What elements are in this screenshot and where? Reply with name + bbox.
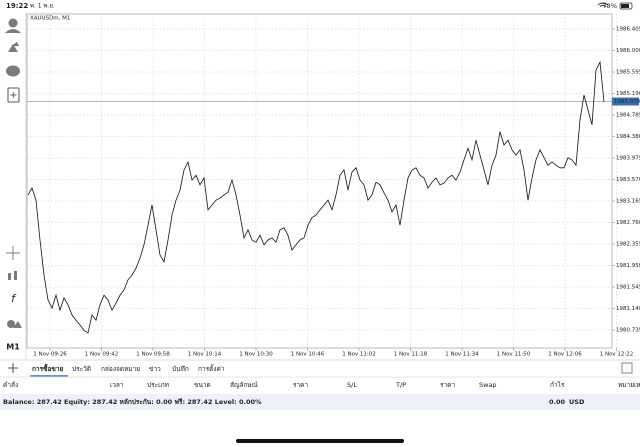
y-tick-label: 1982.355 [616,242,640,248]
tab[interactable]: กล่องจดหมาย [101,365,140,373]
x-tick-label: 1 Nov 09:58 [136,352,170,358]
summary-profit: 0.00 [549,398,566,406]
column-header: ราคา [293,381,308,389]
column-header: S/L [347,381,357,389]
indicator-icon[interactable]: f [11,292,17,305]
current-price-tag [612,97,639,106]
new-order-icon[interactable] [7,87,20,103]
timeframe-button[interactable]: M1 [6,343,20,352]
column-header: T/P [395,381,406,389]
battery-icon [619,2,633,10]
y-tick-label: 1985.595 [616,70,640,76]
x-tick-label: 1 Nov 12:22 [600,352,634,358]
y-tick-label: 1986.405 [616,27,640,33]
y-tick-label: 1980.735 [616,328,640,334]
left-toolbar: f [5,18,22,328]
x-tick-label: 1 Nov 12:06 [548,352,582,358]
plus-mark [10,92,17,98]
battery-level [621,4,629,8]
crosshair-icon[interactable] [6,246,20,260]
table-header: คำสั่ง เวลา ประเภท ขนาด สัญลักษณ์ ราคา S/L T/P ร… [3,380,640,389]
column-header: ขนาด [194,381,211,389]
current-price-label: 1985.039 [614,99,640,105]
wifi-icon [597,2,609,7]
x-tick-label: 1 Nov 09:26 [33,352,67,358]
chat-icon[interactable] [6,65,20,77]
column-header: ประเภท [147,381,169,389]
x-tick-label: 1 Nov 10:30 [239,352,273,358]
x-tick-label: 1 Nov 11:18 [394,352,428,358]
tab-bar: การซื้อขาย ประวัติ กล่องจดหมาย ข่าว บันทึก กา… [30,363,225,377]
y-tick-label: 1981.950 [616,263,640,269]
objects-icon-2 [13,321,22,328]
y-tick-label: 1983.570 [616,177,640,183]
y-tick-label: 1984.380 [616,134,640,140]
x-tick-label: 1 Nov 09:42 [85,352,119,358]
y-tick-label: 1985.190 [616,91,640,97]
price-chart: XAUUSDm, M1 1986.4051986.0001985.5951985… [26,13,640,358]
objects-icon[interactable] [7,320,15,328]
y-tick-label: 1982.760 [616,220,640,226]
x-tick-label: 1 Nov 11:50 [497,352,531,358]
summary-currency: USD [569,398,585,406]
tab[interactable]: บันทึก [172,365,189,373]
y-tick-label: 1984.785 [616,113,640,119]
tab-active[interactable]: การซื้อขาย [32,363,63,373]
column-header: เวลา [110,381,124,389]
column-header: คำสั่ง [3,380,18,389]
column-header: Swap [479,381,497,389]
trade-icon[interactable] [8,42,19,52]
battery-text: 78% [603,2,617,10]
layout-button[interactable] [621,362,633,374]
column-header: สัญลักษณ์ [230,381,258,389]
column-header: กำไร [550,381,565,389]
x-tick-label: 1 Nov 10:46 [291,352,325,358]
add-button[interactable] [8,363,18,373]
chart-frame [26,13,613,349]
account-icon[interactable] [8,18,18,28]
column-header: หมายเหตุ [618,381,640,389]
clock: 19:22 [6,2,28,10]
column-header: ราคา [440,381,455,389]
tab[interactable]: ประวัติ [72,365,91,373]
y-tick-label: 1981.140 [616,306,640,312]
tab[interactable]: การตั้งค่า [198,364,225,373]
summary-row [0,394,640,410]
y-tick-label: 1983.165 [616,199,640,205]
y-tick-label: 1981.545 [616,285,640,291]
home-indicator [236,439,404,443]
candle-icon[interactable] [8,273,11,280]
x-tick-label: 1 Nov 10:14 [188,352,222,358]
tab[interactable]: ข่าว [149,365,161,373]
account-icon-body [5,29,21,33]
summary-text: Balance: 287.42 Equity: 287.42 หลักประกั… [3,398,262,406]
y-tick-label: 1983.975 [616,156,640,162]
price-line [27,60,605,334]
candle-icon-2 [14,271,17,280]
x-tick-label: 1 Nov 11:02 [342,352,376,358]
y-tick-label: 1986.000 [616,48,640,54]
x-tick-label: 1 Nov 11:34 [445,352,479,358]
status-date: พ. 1 พ.ย. [30,3,55,10]
